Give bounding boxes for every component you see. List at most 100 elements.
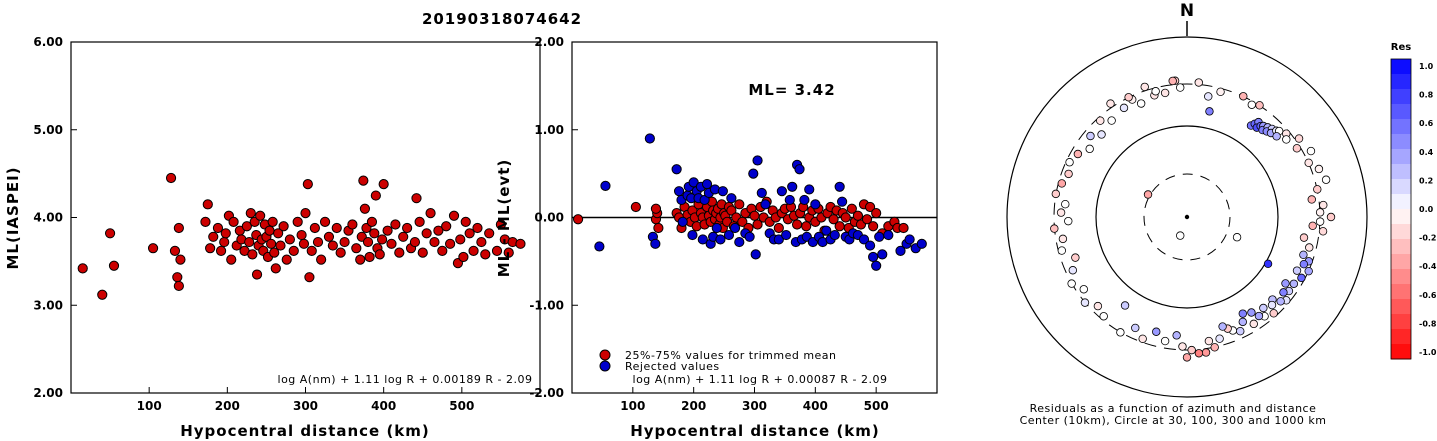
polar-point xyxy=(1238,317,1247,327)
left-point-series0 xyxy=(458,251,469,263)
left-point-series0 xyxy=(480,249,491,260)
left-point-series0 xyxy=(219,236,230,248)
middle-residual-chart: 100 200 300 400 500 -2.00 -1.00 0.00 1.00 2.00 M… xyxy=(495,35,938,440)
left-point-series0 xyxy=(284,234,295,245)
left-point-series0 xyxy=(108,260,120,271)
middle-y-ticks: -2.00 -1.00 0.00 1.00 2.00 xyxy=(529,35,578,400)
left-y-tick-label: 6.00 xyxy=(33,35,63,49)
left-y-ticks: 2.00 3.00 4.00 5.00 6.00 xyxy=(33,35,77,400)
polar-point xyxy=(1178,342,1187,351)
left-point-series0 xyxy=(251,269,263,280)
colorbar-ticks: 1.0 0.8 0.6 0.4 0.2 0.0 -0.2 -0.4 -0.6 -0.8 -1.0 xyxy=(1419,62,1437,357)
polar-point xyxy=(1307,195,1316,204)
polar-point xyxy=(1182,353,1192,362)
middle-point-series0 xyxy=(801,221,812,232)
left-x-tick-label: 300 xyxy=(293,399,318,413)
left-y-tick-label: 2.00 xyxy=(33,386,63,400)
middle-point-series1 xyxy=(673,186,685,197)
left-point-series0 xyxy=(370,190,381,201)
left-point-series0 xyxy=(327,240,338,251)
left-point-series0 xyxy=(377,234,388,245)
middle-point-series1 xyxy=(726,193,737,204)
middle-x-tick-label: 200 xyxy=(681,399,706,413)
left-point-series0 xyxy=(460,216,471,227)
polar-point xyxy=(1299,260,1309,269)
colorbar-cell xyxy=(1391,209,1411,225)
left-point-series0 xyxy=(425,208,436,219)
colorbar-cell xyxy=(1391,164,1411,180)
polar-point xyxy=(1119,103,1129,113)
left-point-series0 xyxy=(215,245,227,256)
polar-point xyxy=(1160,88,1170,98)
middle-point-series1 xyxy=(895,245,906,256)
left-point-series0 xyxy=(468,245,479,256)
left-point-series0 xyxy=(386,238,397,249)
polar-point xyxy=(1194,349,1204,358)
left-point-series0 xyxy=(448,210,460,221)
left-point-series0 xyxy=(147,243,159,254)
polar-point xyxy=(1093,301,1103,311)
left-point-series0 xyxy=(175,254,186,265)
left-point-series0 xyxy=(491,245,503,256)
polar-point xyxy=(1168,76,1177,86)
polar-point xyxy=(1306,146,1316,156)
polar-point xyxy=(1254,311,1264,321)
middle-point-series1 xyxy=(717,186,728,197)
polar-point xyxy=(1057,179,1067,188)
legend-blue-label: Rejected values xyxy=(625,360,720,373)
polar-point xyxy=(1315,217,1325,226)
middle-point-series1 xyxy=(715,234,726,245)
middle-point-series1 xyxy=(810,199,821,210)
left-x-tick-label: 500 xyxy=(449,399,474,413)
polar-point xyxy=(1305,243,1314,252)
left-point-series0 xyxy=(292,216,303,227)
ring-100km xyxy=(1095,125,1279,309)
middle-point-series1 xyxy=(687,229,698,241)
middle-y-tick-label: -1.00 xyxy=(529,298,564,312)
left-point-series0 xyxy=(312,236,324,248)
colorbar-tick-label: -0.8 xyxy=(1419,319,1437,328)
middle-point-series0 xyxy=(734,199,745,210)
middle-point-series1 xyxy=(594,241,605,252)
polar-point xyxy=(1215,334,1224,343)
middle-point-series1 xyxy=(784,194,795,206)
left-point-series0 xyxy=(411,193,422,204)
middle-y-tick-label: 0.00 xyxy=(534,211,564,225)
ring-300km xyxy=(1053,83,1321,351)
polar-point xyxy=(1210,343,1219,352)
middle-point-series1 xyxy=(744,231,755,242)
polar-point xyxy=(1116,328,1125,337)
polar-point xyxy=(1267,300,1277,310)
colorbar-tick-label: -0.4 xyxy=(1419,262,1437,271)
colorbar-cell xyxy=(1391,224,1411,240)
polar-point xyxy=(1218,322,1227,331)
polar-point xyxy=(1247,100,1256,109)
polar-point xyxy=(1057,246,1067,255)
colorbar-cell xyxy=(1391,269,1411,285)
middle-point-series1 xyxy=(874,231,885,242)
colorbar-cell xyxy=(1391,314,1411,330)
middle-point-series0 xyxy=(752,219,763,230)
colorbar-cell xyxy=(1391,119,1411,135)
left-point-series0 xyxy=(464,228,475,239)
residual-colorbar: Res 1.0 0.8 0.6 0.4 0.2 0.0 -0.2 -0.4 -0.6 -0.8 -1… xyxy=(1390,42,1437,360)
left-point-series0 xyxy=(212,222,224,234)
left-point-series0 xyxy=(165,172,177,184)
polar-point xyxy=(1318,227,1328,236)
polar-point xyxy=(1282,135,1291,144)
left-point-series0 xyxy=(369,228,380,239)
middle-point-series0 xyxy=(773,222,784,234)
polar-caption-line1: Residuals as a function of azimuth and d… xyxy=(1030,402,1317,415)
middle-y-tick-label: -2.00 xyxy=(529,386,564,400)
polar-point xyxy=(1151,87,1160,96)
left-point-series0 xyxy=(266,238,277,249)
middle-point-series0 xyxy=(834,221,845,232)
left-point-series0 xyxy=(309,222,320,234)
polar-point xyxy=(1096,116,1105,125)
polar-point xyxy=(1124,93,1133,102)
left-point-series0 xyxy=(421,228,432,239)
polar-point xyxy=(1106,99,1115,108)
polar-point xyxy=(1304,266,1313,276)
left-point-series0 xyxy=(275,240,286,251)
